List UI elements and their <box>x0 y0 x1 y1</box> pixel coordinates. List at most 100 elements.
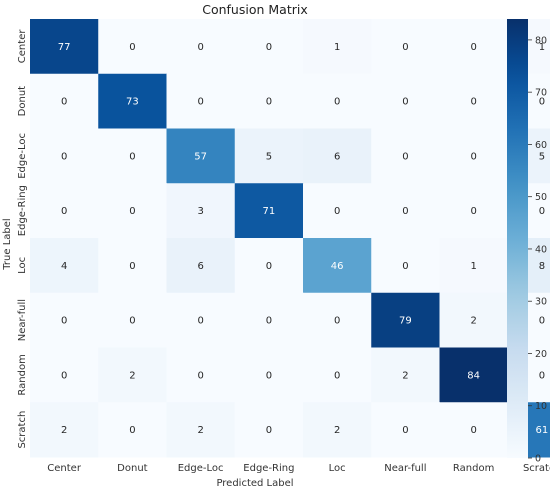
y-tick-label: Center <box>17 29 28 64</box>
cell-value-label: 0 <box>266 370 272 381</box>
cell-value-label: 2 <box>334 425 340 436</box>
cell-value-label: 0 <box>539 206 545 217</box>
colorbar-tick-label: 70 <box>535 88 547 99</box>
heatmap-cell <box>371 402 440 458</box>
heatmap-cell <box>30 19 99 75</box>
y-tick-label: Loc <box>17 257 28 274</box>
colorbar-tick-label: 60 <box>535 140 547 151</box>
x-tick-label: Random <box>453 463 494 474</box>
cell-value-label: 0 <box>402 97 408 108</box>
heatmap-cell <box>30 402 99 458</box>
cell-value-label: 0 <box>470 42 476 53</box>
x-tick-label: Loc <box>329 463 346 474</box>
heatmap-cell <box>166 292 236 348</box>
heatmap-cell <box>166 402 236 458</box>
cell-value-label: 0 <box>266 425 272 436</box>
heatmap-cell <box>98 238 167 294</box>
cell-value-label: 6 <box>334 151 340 162</box>
heatmap-cell <box>234 73 304 129</box>
cell-value-label: 0 <box>402 151 408 162</box>
heatmap-cell <box>234 183 304 239</box>
cell-value-label: 61 <box>536 425 549 436</box>
cell-value-label: 2 <box>61 425 67 436</box>
heatmap-cell <box>303 183 372 239</box>
heatmap-cell <box>166 347 236 403</box>
cell-value-label: 0 <box>129 316 135 327</box>
heatmap-cell <box>166 73 236 129</box>
cell-value-label: 5 <box>539 151 545 162</box>
cell-value-label: 0 <box>197 316 203 327</box>
heatmap-cell <box>439 402 509 458</box>
y-tick-label: Random <box>17 354 28 395</box>
cell-value-label: 6 <box>197 261 203 272</box>
cell-value-label: 0 <box>539 97 545 108</box>
colorbar-tick-label: 20 <box>535 349 547 360</box>
x-tick-label: Scratch <box>523 463 550 474</box>
heatmap-cell <box>371 73 440 129</box>
heatmap-cell <box>30 347 99 403</box>
colorbar-tick-label: 30 <box>535 297 547 308</box>
colorbar-tick-label: 10 <box>535 401 547 412</box>
cell-value-label: 3 <box>197 206 203 217</box>
cell-value-label: 2 <box>129 370 135 381</box>
x-tick-label: Donut <box>117 463 147 474</box>
heatmap-cell <box>439 292 509 348</box>
cell-value-label: 0 <box>470 151 476 162</box>
cell-value-label: 0 <box>266 261 272 272</box>
heatmap-cell <box>234 238 304 294</box>
x-tick-label: Near-full <box>384 463 426 474</box>
heatmap-cell <box>234 128 304 184</box>
cell-value-label: 57 <box>194 151 207 162</box>
cell-value-label: 0 <box>129 42 135 53</box>
heatmap-cells: 77 0 0 0 1 0 0 10 73 0 0 0 0 0 00 0 57 5 6 0 0 50 0 3 71 0 0 0 04 0 6 0… <box>30 19 550 458</box>
heatmap-cell <box>371 128 440 184</box>
cell-value-label: 0 <box>197 97 203 108</box>
heatmap-cell <box>98 128 167 184</box>
x-axis-label: Predicted Label <box>216 478 293 489</box>
heatmap-cell <box>234 19 304 75</box>
cell-value-label: 84 <box>467 370 480 381</box>
cell-value-label: 0 <box>470 425 476 436</box>
heatmap-cell <box>98 292 167 348</box>
y-tick-label: Near-full <box>17 299 28 341</box>
x-tick-label: Edge-Loc <box>178 463 224 474</box>
cell-value-label: 0 <box>61 370 67 381</box>
cell-value-label: 0 <box>61 206 67 217</box>
heatmap-cell <box>166 19 236 75</box>
y-tick-label: Edge-Ring <box>17 185 28 236</box>
x-tick-label: Edge-Ring <box>243 463 294 474</box>
heatmap-cell <box>30 292 99 348</box>
y-tick-labels: Center Donut Edge-Loc Edge-Ring Loc Near-full… <box>17 29 28 449</box>
heatmap-cell <box>371 19 440 75</box>
heatmap-cell <box>166 183 236 239</box>
heatmap-cell <box>98 402 167 458</box>
cell-value-label: 73 <box>126 97 139 108</box>
y-tick-label: Edge-Loc <box>17 133 28 179</box>
heatmap-cell <box>439 347 509 403</box>
cell-value-label: 0 <box>197 42 203 53</box>
heatmap-cell <box>371 347 440 403</box>
heatmap-cell <box>30 238 99 294</box>
cell-value-label: 0 <box>266 316 272 327</box>
heatmap-cell <box>303 128 372 184</box>
cell-value-label: 0 <box>129 261 135 272</box>
cell-value-label: 79 <box>399 316 412 327</box>
cell-value-label: 0 <box>539 370 545 381</box>
cell-value-label: 0 <box>61 316 67 327</box>
cell-value-label: 0 <box>334 316 340 327</box>
colorbar <box>507 19 528 458</box>
heatmap-cell <box>371 292 440 348</box>
cell-value-label: 4 <box>61 261 67 272</box>
heatmap-cell <box>303 402 372 458</box>
cell-value-label: 0 <box>266 42 272 53</box>
cell-value-label: 1 <box>539 42 545 53</box>
heatmap-cell <box>303 73 372 129</box>
cell-value-label: 2 <box>197 425 203 436</box>
cell-value-label: 0 <box>402 42 408 53</box>
heatmap-cell <box>439 73 509 129</box>
heatmap-cell <box>30 183 99 239</box>
colorbar-tick-label: 40 <box>535 244 547 255</box>
cell-value-label: 0 <box>197 370 203 381</box>
cell-value-label: 0 <box>539 316 545 327</box>
y-axis-label: True Label <box>2 218 13 270</box>
